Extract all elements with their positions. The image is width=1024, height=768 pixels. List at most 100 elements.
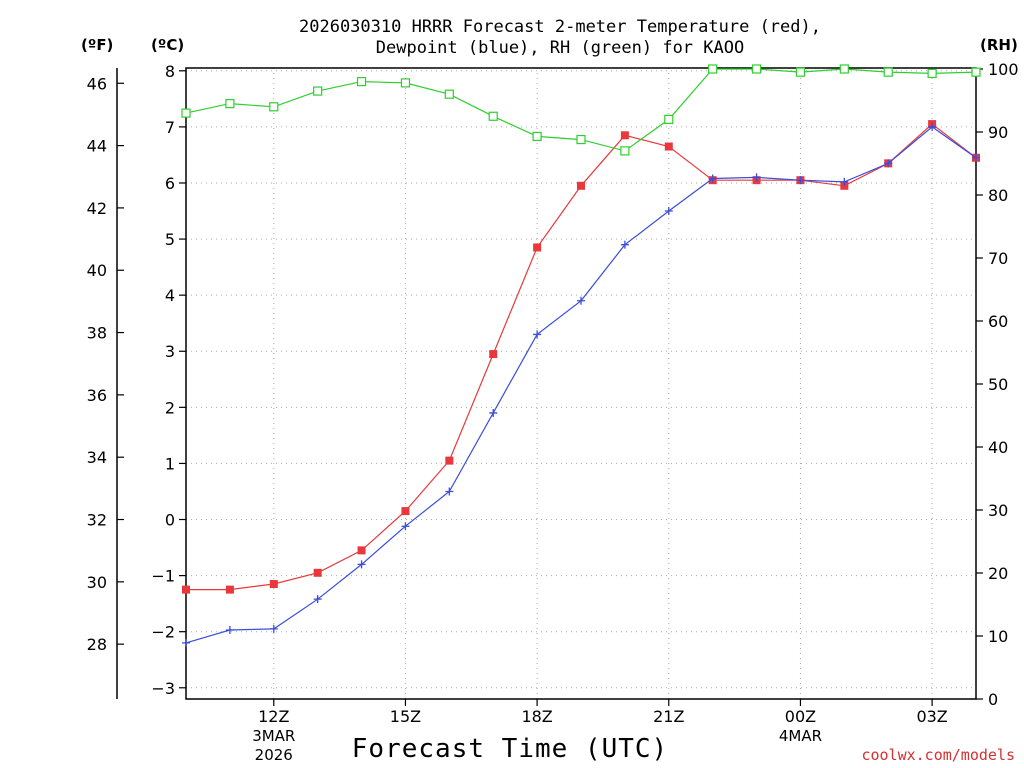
rh-point — [664, 114, 674, 125]
rh-point — [488, 111, 498, 121]
temperature-point — [182, 585, 190, 594]
rh-tick-label: 70 — [988, 249, 1008, 268]
dewpoint-line — [185, 126, 977, 644]
celsius-axis-label: (ºC) — [151, 36, 185, 54]
rh-point — [927, 68, 937, 79]
dewpoint-point — [401, 522, 410, 531]
rh-point — [795, 67, 806, 77]
rh-point — [313, 86, 323, 96]
fahrenheit-tick-label: 44 — [87, 137, 107, 156]
dewpoint-point — [796, 176, 805, 185]
rh-point — [839, 64, 849, 74]
series — [181, 64, 981, 647]
chart-title-line-2: Dewpoint (blue), RH (green) for KAOO — [375, 38, 745, 58]
credit-link[interactable]: coolwx.com/models — [861, 746, 1015, 764]
chart-title-line-1: 2026030310 HRRR Forecast 2-meter Tempera… — [299, 17, 821, 37]
temperature-point — [269, 580, 278, 589]
rh-tick-label: 0 — [988, 690, 998, 709]
celsius-tick-label: −1 — [151, 567, 175, 586]
x-axis-title: Forecast Time (UTC) — [351, 734, 669, 764]
rh-tick-label: 40 — [988, 438, 1008, 457]
x-tick-label: 03Z — [916, 707, 947, 726]
celsius-tick-label: −3 — [151, 679, 175, 698]
celsius-tick-label: 8 — [165, 62, 175, 81]
dewpoint-point — [884, 159, 893, 168]
dewpoint-point — [313, 595, 322, 604]
rh-tick-label: 10 — [988, 627, 1008, 646]
rh-tick-label: 100 — [988, 60, 1019, 79]
rh-point — [181, 108, 191, 118]
temperature-point — [445, 456, 454, 465]
dewpoint-point — [225, 626, 234, 635]
celsius-tick-label: 6 — [165, 174, 175, 193]
rh-tick-label: 30 — [988, 501, 1008, 520]
celsius-tick-label: 3 — [165, 342, 175, 361]
dewpoint-point — [182, 638, 190, 647]
rh-tick-label: 60 — [988, 312, 1008, 331]
dewpoint-point — [445, 487, 454, 496]
celsius-tick-label: 7 — [165, 118, 175, 137]
dewpoint-point — [577, 296, 585, 305]
fahrenheit-tick-label: 34 — [87, 448, 107, 467]
rh-point — [444, 89, 454, 99]
axes — [116, 67, 983, 706]
dewpoint-point — [928, 122, 937, 131]
fahrenheit-tick-label: 40 — [87, 261, 107, 280]
dewpoint-point — [489, 408, 498, 417]
celsius-tick-label: 0 — [165, 511, 175, 530]
rh-point — [532, 131, 542, 142]
rh-point — [356, 76, 367, 87]
rh-point — [576, 134, 586, 145]
x-tick-label: 21Z — [653, 707, 684, 726]
fahrenheit-axis-label: (ºF) — [81, 36, 114, 54]
plot-frame — [185, 67, 977, 700]
temperature-point — [664, 142, 673, 151]
dewpoint-point — [708, 174, 717, 183]
dewpoint-point — [752, 173, 761, 182]
temperature-point — [620, 131, 629, 140]
rh-point — [708, 64, 718, 74]
fahrenheit-tick-label: 42 — [87, 199, 107, 218]
rh-point — [620, 146, 630, 156]
fahrenheit-tick-label: 30 — [87, 573, 107, 592]
dewpoint-point — [664, 207, 673, 216]
rh-point — [751, 64, 762, 74]
fahrenheit-tick-label: 32 — [87, 511, 107, 530]
celsius-tick-label: 5 — [165, 230, 175, 249]
temperature-point — [533, 243, 542, 252]
fahrenheit-tick-label: 36 — [87, 386, 107, 405]
celsius-tick-label: 4 — [165, 286, 175, 305]
x-tick-label: 12Z — [258, 707, 289, 726]
celsius-tick-label: 2 — [165, 398, 175, 417]
rh-point — [400, 78, 411, 88]
rh-tick-label: 50 — [988, 375, 1008, 394]
celsius-tick-label: 1 — [165, 454, 175, 473]
temperature-point — [225, 585, 234, 594]
x-tick-label: 00Z — [785, 707, 816, 726]
x-tick-sublabel: 4MAR — [779, 727, 822, 745]
temperature-point — [401, 507, 410, 516]
dewpoint-point — [620, 240, 629, 249]
dewpoint-point — [269, 624, 278, 633]
rh-point — [269, 102, 279, 112]
temperature-point — [313, 568, 322, 577]
fahrenheit-tick-label: 38 — [87, 324, 107, 343]
grid-lines — [186, 68, 976, 699]
dewpoint-point — [357, 560, 366, 569]
rh-tick-label: 90 — [988, 123, 1008, 142]
rh-tick-label: 80 — [988, 186, 1008, 205]
rh-point — [971, 67, 981, 77]
dewpoint-point — [972, 153, 980, 162]
celsius-tick-label: −2 — [151, 623, 175, 642]
rh-axis-label: (RH) — [980, 36, 1018, 54]
rh-point — [225, 99, 235, 109]
tick-labels: −3−2−10123456782830323436384042444601020… — [87, 60, 1019, 764]
x-tick-sublabel: 3MAR — [252, 727, 295, 745]
rh-point — [883, 67, 893, 77]
fahrenheit-tick-label: 46 — [87, 74, 107, 93]
x-tick-label: 15Z — [390, 707, 421, 726]
dewpoint-point — [840, 177, 849, 186]
temperature-point — [357, 546, 366, 555]
dewpoint-point — [533, 330, 542, 339]
